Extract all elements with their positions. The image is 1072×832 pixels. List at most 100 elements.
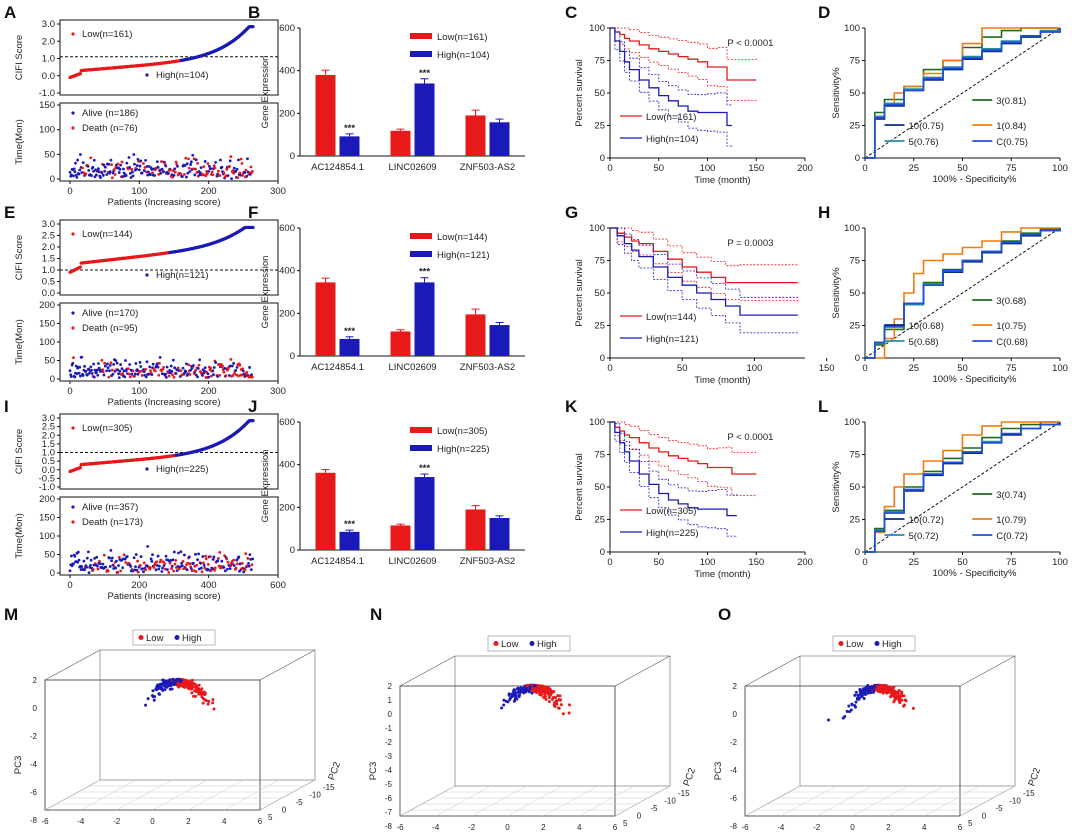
pca-x-tick-label: 2 [541,823,546,832]
pca-low-point [194,686,198,690]
pca-low-point [550,697,554,701]
alive-point [156,554,160,558]
pca-low-point [197,683,201,687]
pca-high-point [843,715,847,719]
y-tick-label: 0 [600,153,605,164]
pca-y-tick-label: -15 [1023,789,1035,798]
alive-point [247,564,251,568]
alive-point [248,173,252,176]
pca-z-tick-label: -4 [730,766,738,775]
pca-y-axis-label: PC2 [326,761,343,782]
alive-point [91,165,95,169]
alive-point [164,554,168,558]
alive-point [147,372,151,376]
pca-frame-back [99,649,316,781]
x-tick-label: 75 [1006,363,1017,374]
death-point [102,553,106,557]
alive-point [130,372,134,376]
death-point [110,176,114,180]
alive-point [94,173,98,177]
death-point [187,157,190,161]
death-point [232,171,236,175]
alive-point [207,169,211,173]
y-tick-label: 600 [279,23,295,34]
legend-label: Low(n=144) [646,312,696,323]
death-point [171,373,175,377]
alive-point [203,366,207,370]
alive-point [103,169,107,173]
alive-point [110,556,114,560]
death-point [100,358,104,362]
legend-label: 1(0.79) [996,515,1026,526]
death-point [187,166,191,170]
death-point [209,555,212,559]
pca-x-tick-label: -6 [41,817,49,826]
pca-grid-line [780,785,836,817]
alive-point [207,375,211,379]
pca-y-tick-label: -10 [1009,797,1021,806]
y-tick-label: 600 [279,417,295,428]
death-point [142,561,146,565]
pca-high-point [172,683,176,687]
alive-point [132,153,136,156]
pca-z-tick-label: -4 [30,760,38,769]
y-tick-label: 200 [279,108,295,119]
alive-point [88,371,91,375]
death-point [84,172,88,176]
pca-x-tick-label: -6 [396,823,404,832]
alive-point [230,177,233,180]
alive-point [89,558,93,562]
alive-point [196,367,200,370]
pca-low-point [887,688,891,692]
death-point [117,555,121,559]
bar-high [339,531,360,550]
alive-point [191,153,195,157]
pca-high-point [856,693,860,697]
pca-z-tick-label: 1 [388,696,393,705]
alive-point [80,171,84,174]
alive-point [100,171,104,175]
legend-label: C(0.72) [996,531,1028,542]
pca-high-point [155,687,159,691]
alive-point [81,161,85,165]
y-tick-label: 25 [594,515,605,526]
score-tick-label: 2.0 [42,36,55,47]
death-point [173,170,177,174]
alive-point [157,567,161,571]
pca-low-point [190,691,194,695]
alive-point [142,370,146,373]
alive-point [167,171,170,175]
alive-point [239,173,242,177]
x-tick-label: 25 [908,163,919,174]
alive-point [68,569,72,573]
alive-point [78,365,82,369]
score-axis-label: CIFI Score [14,235,25,280]
alive-point [124,359,127,362]
death-point [130,167,134,171]
score-tick-label: 3.0 [42,219,55,230]
alive-point [216,375,220,378]
score-tick-label: 2.5 [42,422,55,433]
x-tick-label: 600 [270,580,286,591]
death-point [176,366,180,370]
pca-high-point [520,690,524,694]
alive-point [170,370,174,373]
roc-curve [865,28,1061,159]
alive-point [247,562,250,565]
pca-high-point [157,685,161,689]
x-tick-label: 300 [270,186,286,197]
alive-point [79,374,82,378]
y-tick-label: 600 [279,223,295,234]
pca-grid-line [924,785,980,817]
score-plot-frame [59,413,279,490]
alive-point [199,566,203,570]
alive-point [235,366,239,369]
confidence-band [610,421,757,497]
death-point [213,566,217,570]
pca-low-point [193,683,197,687]
x-tick-label: 50 [957,557,968,568]
death-point [172,375,176,379]
alive-point [76,158,80,162]
alive-point [171,358,175,362]
